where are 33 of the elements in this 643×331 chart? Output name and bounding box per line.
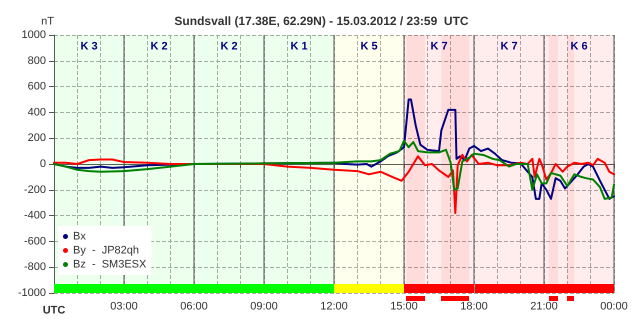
x-tick-label: 18:00 bbox=[460, 300, 488, 312]
legend-label: Bz - SM3ESX bbox=[73, 258, 148, 270]
x-tick-label: 12:00 bbox=[320, 300, 348, 312]
annotation: K 3 bbox=[80, 40, 98, 52]
y-tick-label: -1000 bbox=[18, 287, 46, 299]
y-tick-label: -400 bbox=[24, 210, 46, 222]
y-tick-label: -800 bbox=[24, 261, 46, 274]
y-tick-label: 600 bbox=[28, 80, 46, 93]
annotation: K 6 bbox=[570, 40, 588, 52]
x-tick-label: 21:00 bbox=[530, 300, 558, 312]
y-tick-label: -600 bbox=[24, 235, 46, 248]
x-axis-title: UTC bbox=[42, 304, 66, 316]
legend-label: Bx bbox=[73, 230, 86, 242]
y-tick-label: 400 bbox=[28, 106, 46, 118]
annotation: K 2 bbox=[150, 40, 168, 52]
annotation: K 2 bbox=[220, 40, 238, 52]
legend-label: By - JP82qh bbox=[73, 244, 140, 256]
annotation: K 1 bbox=[290, 40, 308, 52]
y-axis-title: nT bbox=[41, 16, 54, 28]
y-tick-label: 800 bbox=[28, 54, 46, 67]
chart-title: Sundsvall (17.38E, 62.29N) - 15.03.2012 / 23:59 UTC bbox=[174, 14, 469, 28]
y-tick-label: 0 bbox=[40, 158, 46, 170]
x-tick-label: 06:00 bbox=[180, 300, 208, 312]
annotation: K 5 bbox=[360, 40, 378, 52]
annotation: K 7 bbox=[500, 40, 518, 52]
x-tick-label: 09:00 bbox=[250, 300, 278, 312]
y-tick-label: -200 bbox=[24, 184, 46, 196]
x-tick-label: 15:00 bbox=[390, 300, 418, 312]
y-tick-label: 200 bbox=[28, 132, 46, 144]
y-tick-label: 1000 bbox=[22, 29, 46, 41]
annotation: K 7 bbox=[430, 40, 448, 52]
x-tick-label: 00:00 bbox=[600, 300, 628, 312]
x-tick-label: 03:00 bbox=[110, 300, 138, 312]
